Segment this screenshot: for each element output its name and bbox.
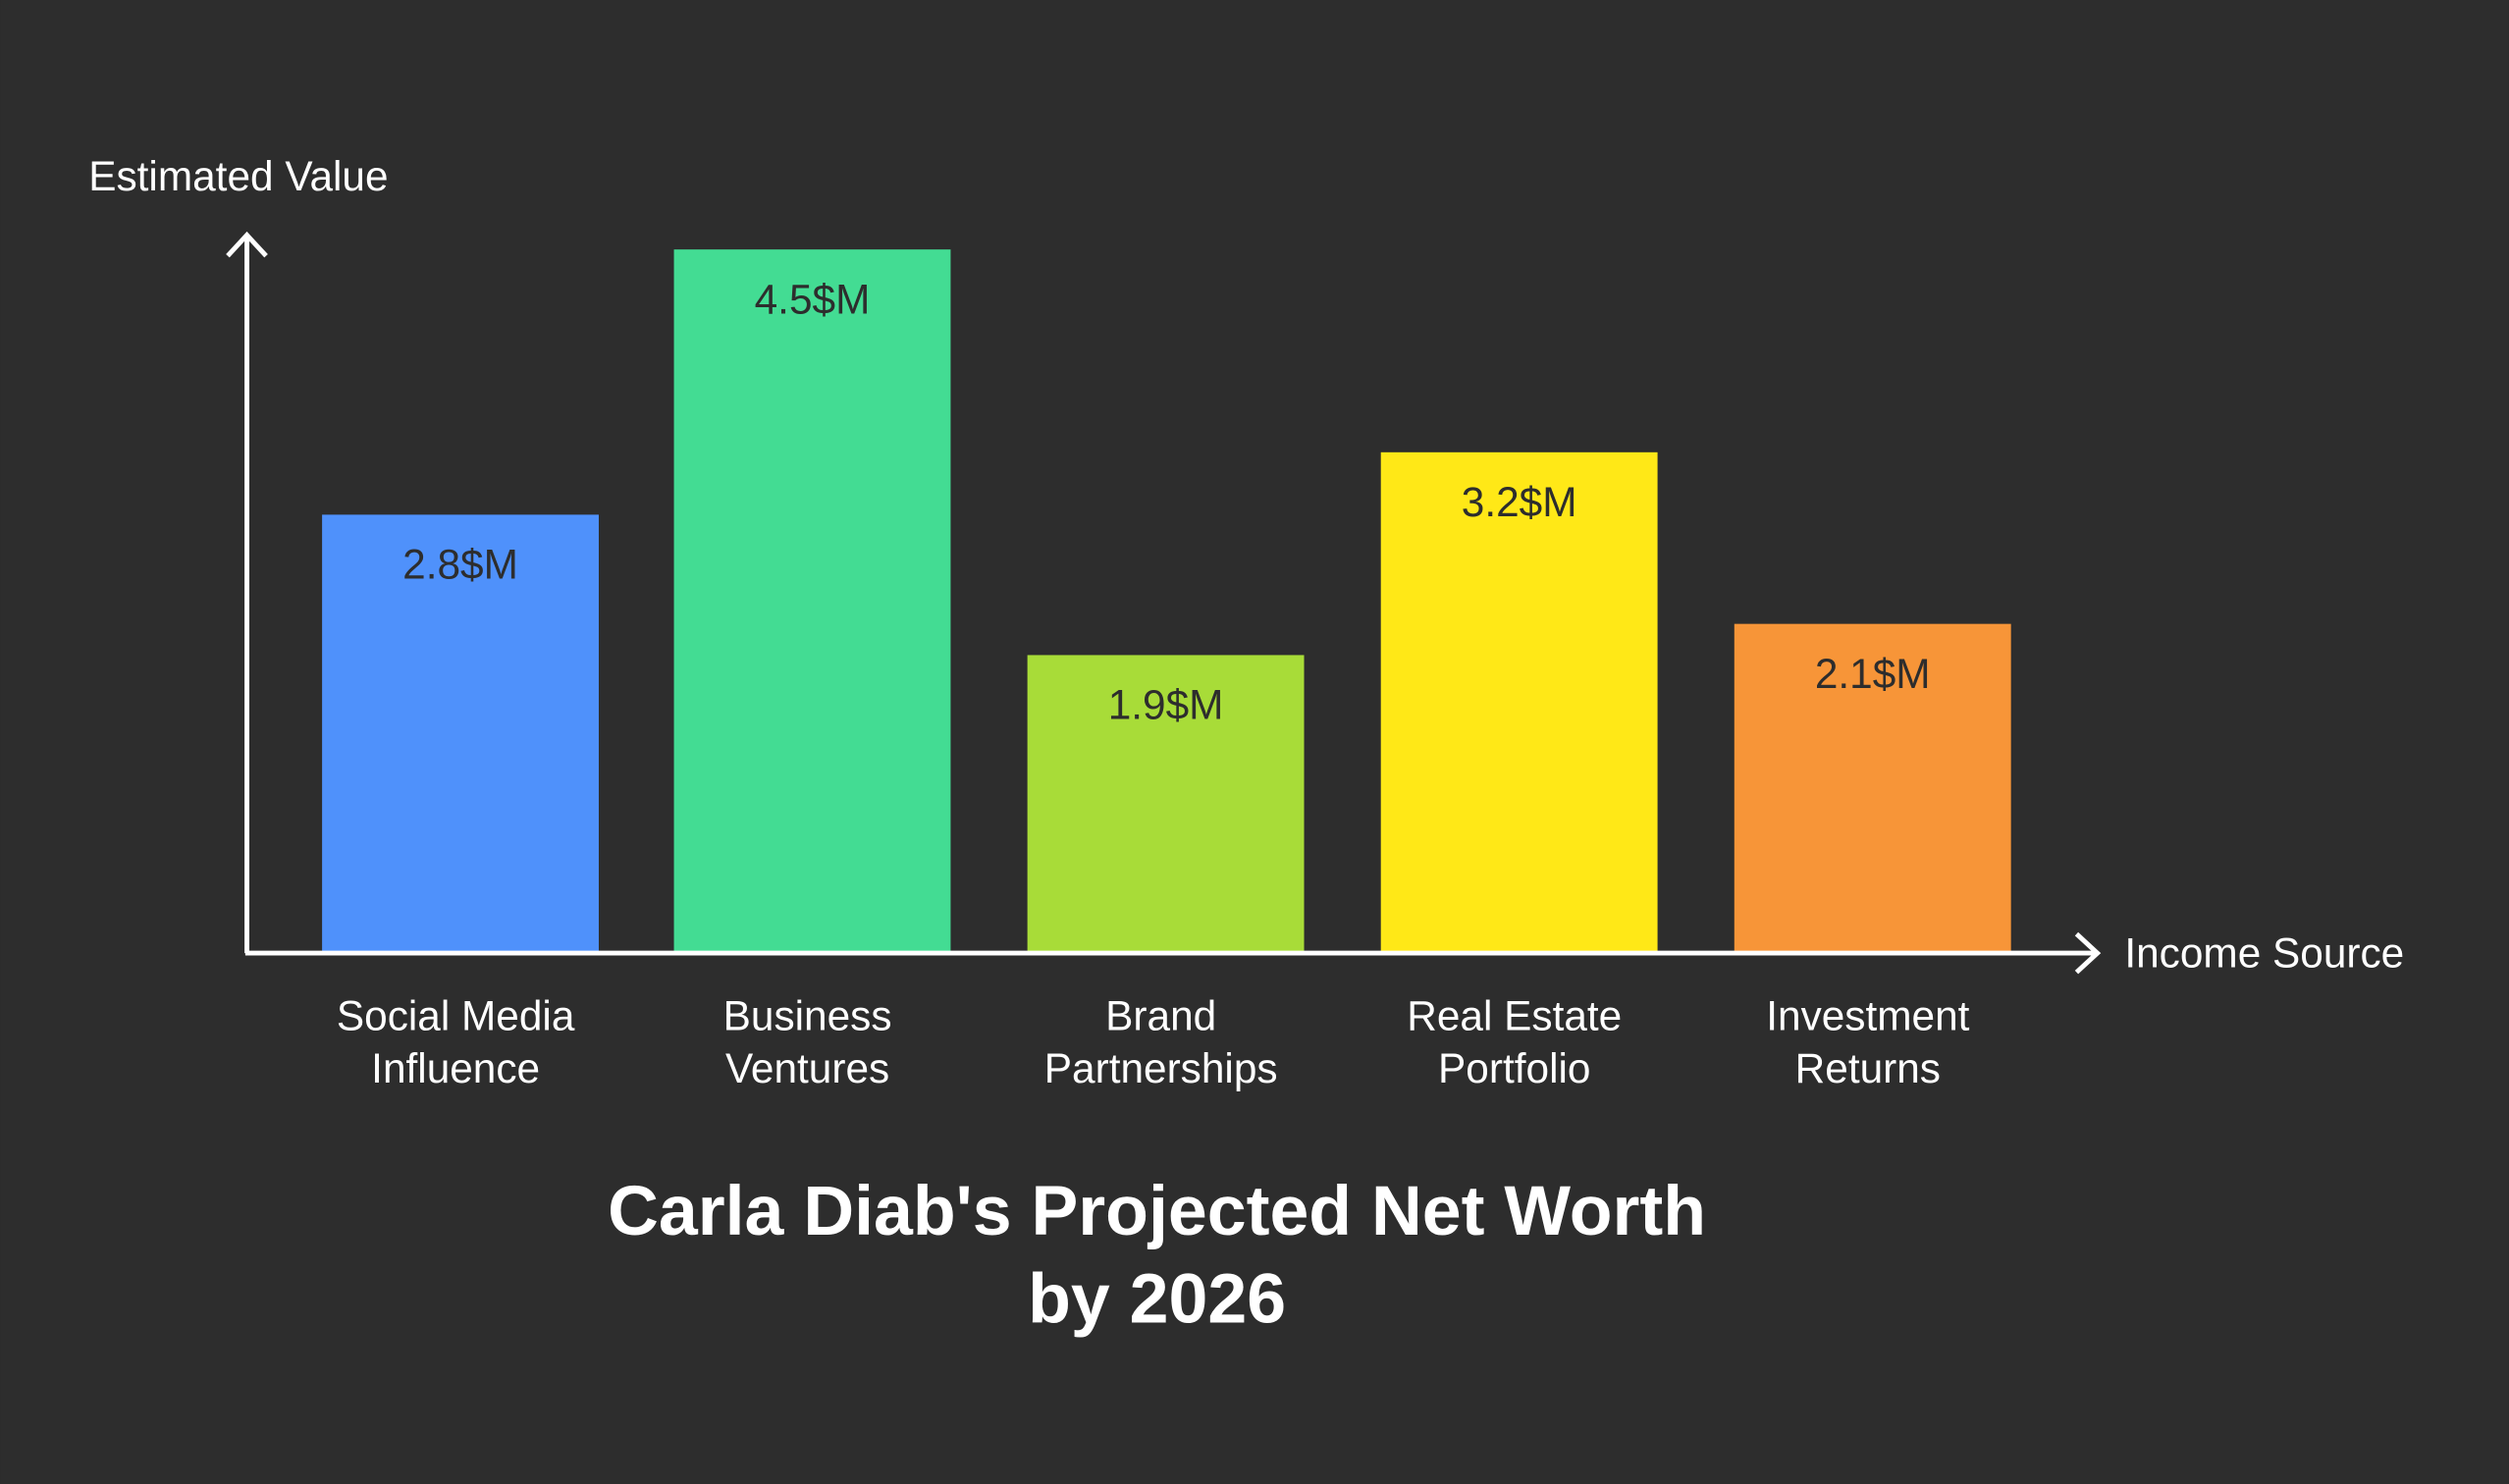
x-tick-label: Business: [723, 992, 892, 1038]
x-axis-arrow-icon: [2074, 931, 2102, 975]
x-tick-label: Social Media: [337, 992, 575, 1038]
data-label: 4.5$M: [755, 276, 871, 322]
x-tick-label: Partnerships: [1044, 1045, 1278, 1091]
x-tick-label: Influence: [371, 1045, 540, 1091]
x-tick-label: Returns: [1795, 1045, 1941, 1091]
chart-title-line-2: by 2026: [1028, 1259, 1286, 1338]
x-tick-label: Investment: [1766, 992, 1969, 1038]
category-labels: Social Media Influence Business Ventures Bra…: [337, 992, 1970, 1091]
data-label: 2.1$M: [1815, 651, 1931, 697]
x-axis-label: Income Source: [2124, 930, 2404, 977]
bar: [322, 514, 599, 952]
x-tick-label: Ventures: [725, 1045, 889, 1091]
x-tick-label: Portfolio: [1438, 1045, 1590, 1091]
data-label: 3.2$M: [1462, 479, 1577, 525]
bar: [673, 249, 951, 952]
bars-group: 2.8$M 4.5$M 1.9$M 3.2$M 2.1$M: [322, 249, 2011, 952]
y-axis-arrow-icon: [226, 231, 268, 258]
bar: [1380, 451, 1658, 952]
bar: [1734, 623, 2011, 952]
data-label: 2.8$M: [402, 542, 518, 588]
x-tick-label: Real Estate: [1407, 992, 1622, 1038]
x-tick-label: Brand: [1105, 992, 1216, 1038]
bar: [1027, 655, 1305, 952]
chart-title-line-1: Carla Diab's Projected Net Worth: [608, 1172, 1706, 1250]
y-axis-label: Estimated Value: [88, 153, 388, 199]
data-label: 1.9$M: [1108, 682, 1224, 728]
